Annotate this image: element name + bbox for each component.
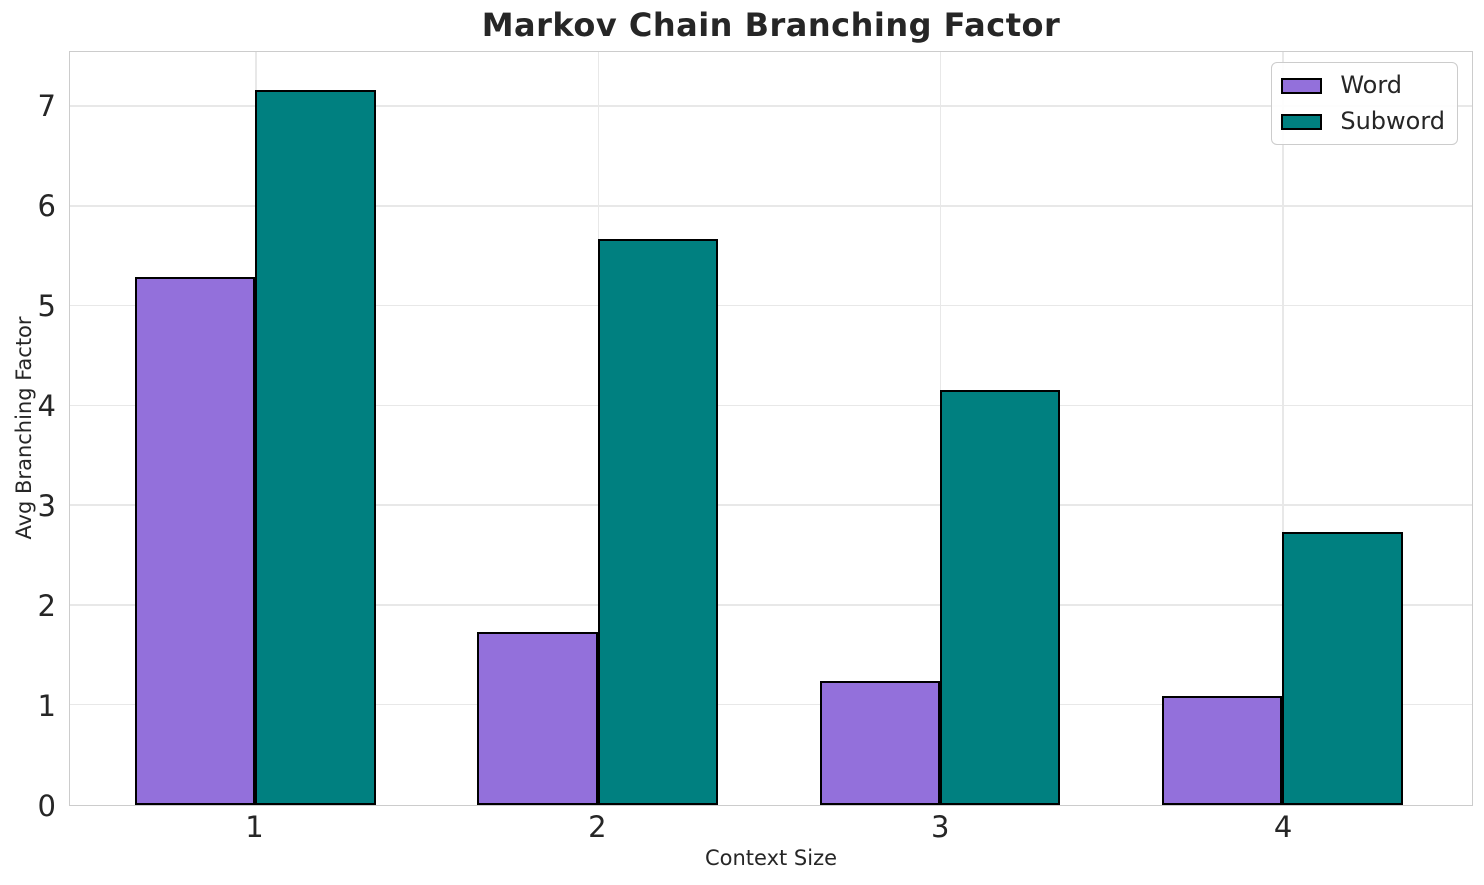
x-tick-label-1: 1 <box>245 810 264 844</box>
bar-subword-context-1 <box>255 89 376 805</box>
bar-word-context-3 <box>819 681 940 805</box>
legend-item-subword: Subword <box>1281 107 1445 136</box>
x-tick-label-2: 2 <box>588 810 607 844</box>
x-tick-label-3: 3 <box>931 810 950 844</box>
bar-word-context-1 <box>134 277 256 805</box>
legend-label-subword: Subword <box>1340 107 1445 135</box>
bar-word-context-4 <box>1162 696 1283 805</box>
legend-label-word: Word <box>1340 71 1403 99</box>
chart-title: Markov Chain Branching Factor <box>481 6 1061 44</box>
bar-subword-context-2 <box>597 238 718 805</box>
y-tick-label-5: 5 <box>37 288 56 323</box>
y-gridline-2 <box>70 604 1472 606</box>
bar-word-context-2 <box>477 632 598 805</box>
legend-swatch-subword <box>1281 113 1323 130</box>
y-gridline-5 <box>70 304 1472 307</box>
bar-subword-context-4 <box>1282 531 1403 805</box>
y-tick-label-0: 0 <box>37 788 56 823</box>
y-gridline-6 <box>70 205 1472 207</box>
y-tick-label-3: 3 <box>37 488 56 523</box>
y-gridline-7 <box>70 105 1472 107</box>
bar-subword-context-3 <box>939 390 1061 805</box>
plot-area: Word Subword <box>69 51 1473 806</box>
legend-swatch-word <box>1281 77 1323 94</box>
y-tick-label-6: 6 <box>37 188 56 223</box>
y-gridline-1 <box>70 703 1472 706</box>
y-tick-label-2: 2 <box>37 588 56 623</box>
y-gridline-3 <box>70 504 1472 506</box>
y-tick-label-4: 4 <box>37 388 56 423</box>
y-gridline-4 <box>70 404 1472 407</box>
x-axis-label: Context Size <box>704 846 838 870</box>
legend: Word Subword <box>1271 62 1458 145</box>
x-gridline-4 <box>1282 52 1284 805</box>
x-tick-label-4: 4 <box>1273 810 1293 844</box>
legend-item-word: Word <box>1281 71 1445 100</box>
y-tick-label-7: 7 <box>37 88 56 123</box>
y-tick-label-1: 1 <box>37 688 56 723</box>
